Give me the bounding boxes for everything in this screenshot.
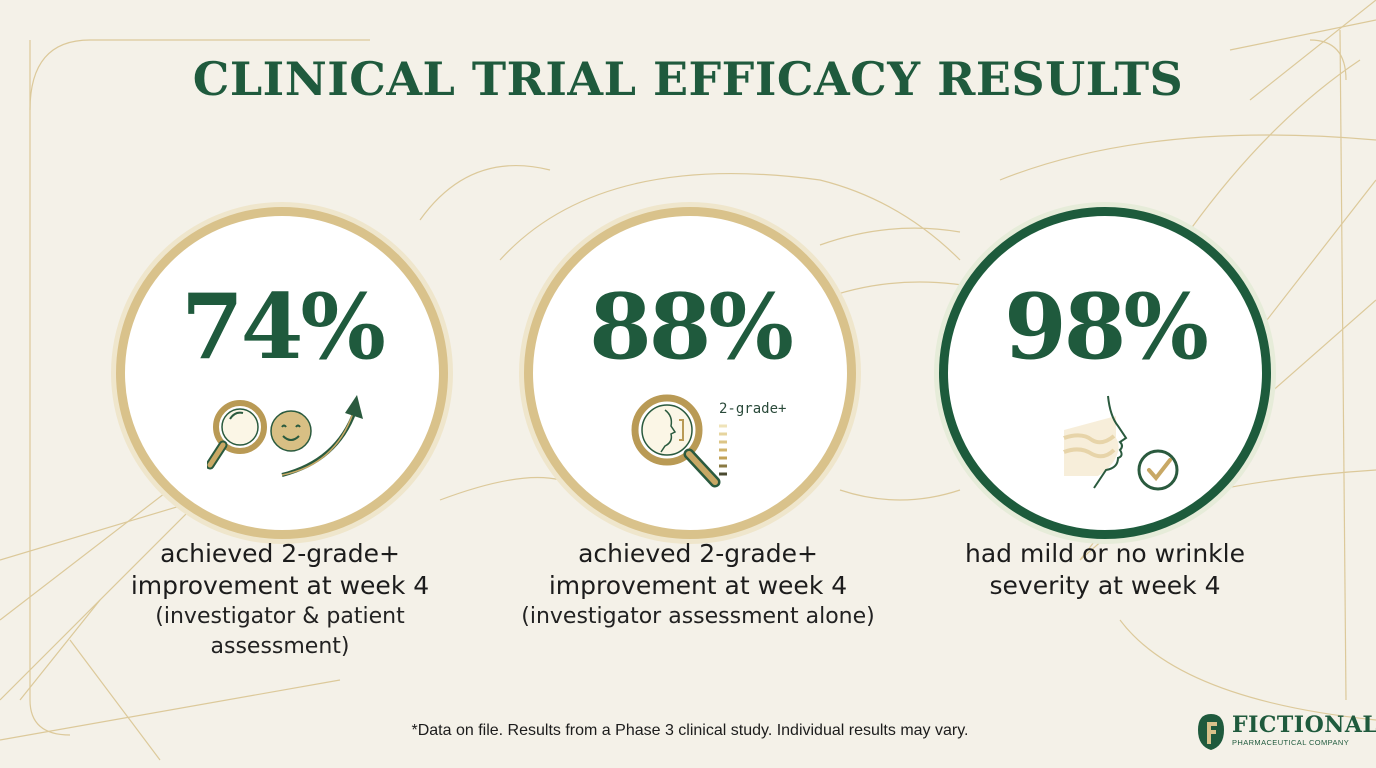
page-title: CLINICAL TRIAL EFFICACY RESULTS [192, 52, 1184, 106]
logo-tagline: PHARMACEUTICAL COMPANY [1232, 738, 1350, 747]
check-circle-icon [1137, 449, 1179, 491]
stat-caption-1: achieved 2-grade+ improvement at week 4 … [110, 538, 450, 662]
caption-line: severity at week 4 [989, 571, 1221, 600]
caption-line: achieved 2-grade+ [578, 539, 818, 568]
stat-circle-2: 88% 2-grade+ [524, 207, 856, 539]
caption-sub-line: (investigator & patient [155, 604, 405, 629]
caption-line: had mild or no wrinkle [965, 539, 1245, 568]
grade-scale-icon [719, 424, 727, 476]
caption-sub-line: (investigator assessment alone) [521, 604, 875, 629]
rising-arrow-icon [281, 395, 363, 477]
logo-mark-icon [1198, 714, 1224, 750]
caption-sub-line: assessment) [210, 634, 350, 659]
magnifier-icon [207, 400, 267, 470]
stat-value: 74% [181, 274, 386, 380]
stat-circle-3: 98% [939, 207, 1271, 539]
company-logo: FICTIONAL PHARMACEUTICAL COMPANY [1196, 712, 1376, 752]
stat-value: 88% [589, 274, 794, 380]
caption-line: achieved 2-grade+ [160, 539, 400, 568]
caption-line: improvement at week 4 [130, 571, 430, 600]
stat-value: 98% [1004, 274, 1209, 380]
stat-caption-3: had mild or no wrinkle severity at week … [920, 538, 1290, 602]
logo-name: FICTIONAL [1232, 712, 1376, 738]
stat-caption-2: achieved 2-grade+ improvement at week 4 … [488, 538, 908, 632]
magnifier-face-icon [631, 394, 721, 488]
grade-label: 2-grade+ [719, 401, 787, 417]
magnifier-smiley-arrow-icon [207, 395, 363, 477]
stat-circle-1: 74% [116, 207, 448, 539]
face-profile-check-icon [1063, 395, 1179, 491]
face-profile-icon [1063, 395, 1128, 489]
smiley-face-icon [270, 410, 312, 452]
caption-line: improvement at week 4 [548, 571, 848, 600]
footnote: *Data on file. Results from a Phase 3 cl… [411, 722, 969, 739]
